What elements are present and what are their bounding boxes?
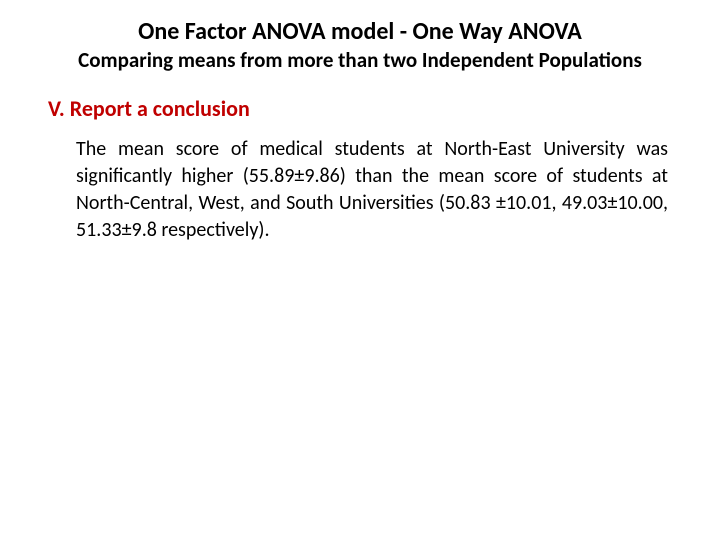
title-sub: Comparing means from more than two Indep… — [48, 47, 672, 73]
slide: One Factor ANOVA model - One Way ANOVA C… — [0, 0, 720, 540]
section-heading: V. Report a conclusion — [48, 95, 672, 122]
body-paragraph: The mean score of medical students at No… — [48, 136, 672, 244]
title-block: One Factor ANOVA model - One Way ANOVA C… — [48, 18, 672, 73]
title-main: One Factor ANOVA model - One Way ANOVA — [48, 18, 672, 47]
